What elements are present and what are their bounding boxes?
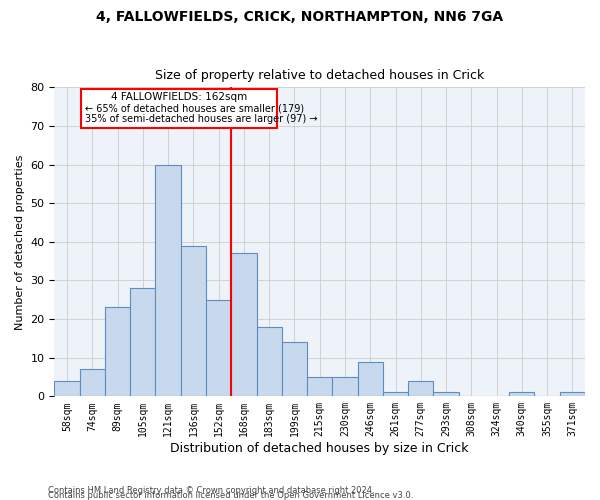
Bar [560,392,585,396]
X-axis label: Distribution of detached houses by size in Crick: Distribution of detached houses by size … [170,442,469,455]
Bar [257,327,282,396]
Bar [307,377,332,396]
Bar [181,246,206,396]
Bar [509,392,535,396]
Bar [155,164,181,396]
Bar [80,370,105,396]
Text: 4 FALLOWFIELDS: 162sqm: 4 FALLOWFIELDS: 162sqm [111,92,247,102]
Bar [383,392,408,396]
Bar [433,392,458,396]
Bar [332,377,358,396]
Bar [282,342,307,396]
Title: Size of property relative to detached houses in Crick: Size of property relative to detached ho… [155,69,484,82]
Text: Contains public sector information licensed under the Open Government Licence v3: Contains public sector information licen… [48,491,413,500]
Text: 35% of semi-detached houses are larger (97) →: 35% of semi-detached houses are larger (… [85,114,317,124]
Text: 4, FALLOWFIELDS, CRICK, NORTHAMPTON, NN6 7GA: 4, FALLOWFIELDS, CRICK, NORTHAMPTON, NN6… [97,10,503,24]
Bar [358,362,383,396]
Bar [105,308,130,396]
FancyBboxPatch shape [81,90,277,128]
Text: Contains HM Land Registry data © Crown copyright and database right 2024.: Contains HM Land Registry data © Crown c… [48,486,374,495]
Bar [408,381,433,396]
Bar [55,381,80,396]
Text: ← 65% of detached houses are smaller (179): ← 65% of detached houses are smaller (17… [85,104,304,114]
Y-axis label: Number of detached properties: Number of detached properties [15,154,25,330]
Bar [130,288,155,397]
Bar [206,300,231,396]
Bar [231,254,257,396]
